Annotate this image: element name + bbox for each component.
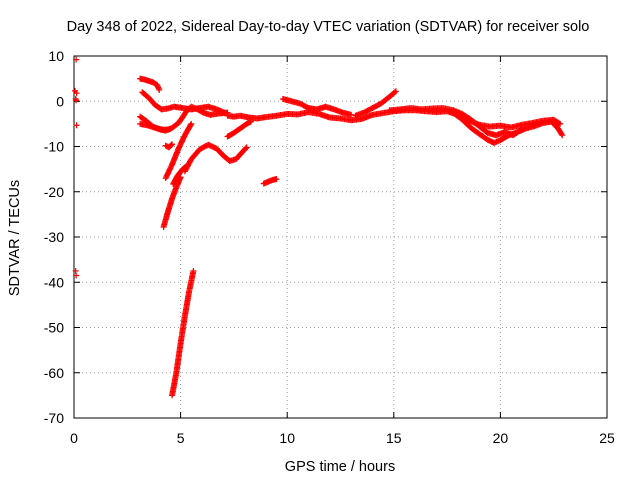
y-tick-label: -60 bbox=[44, 365, 64, 381]
data-points bbox=[72, 56, 566, 399]
x-tick-label: 20 bbox=[493, 430, 509, 446]
data-point bbox=[73, 122, 80, 129]
data-point bbox=[556, 120, 563, 127]
data-point bbox=[392, 88, 399, 95]
data-point bbox=[190, 267, 197, 274]
data-point bbox=[188, 120, 195, 127]
data-point bbox=[187, 122, 194, 129]
x-tick-label: 15 bbox=[386, 430, 402, 446]
data-point bbox=[156, 86, 163, 93]
data-point bbox=[182, 163, 189, 170]
y-tick-label: -20 bbox=[44, 184, 64, 200]
y-tick-label: -10 bbox=[44, 139, 64, 155]
data-point bbox=[177, 174, 184, 181]
y-tick-label: -30 bbox=[44, 229, 64, 245]
data-point bbox=[558, 131, 565, 138]
data-point bbox=[166, 126, 173, 133]
data-point bbox=[243, 144, 250, 151]
data-point bbox=[348, 111, 355, 118]
y-tick-label: -40 bbox=[44, 274, 64, 290]
x-tick-label: 0 bbox=[70, 430, 78, 446]
data-point bbox=[273, 176, 280, 183]
data-point bbox=[557, 120, 564, 127]
grid bbox=[74, 56, 607, 418]
y-tick-label: -50 bbox=[44, 320, 64, 336]
data-point bbox=[73, 90, 80, 97]
chart-title: Day 348 of 2022, Sidereal Day-to-day VTE… bbox=[67, 19, 590, 35]
data-point bbox=[73, 272, 80, 279]
data-point bbox=[247, 118, 254, 125]
data-point bbox=[169, 141, 176, 148]
y-tick-label: 10 bbox=[48, 48, 64, 64]
data-point bbox=[242, 145, 249, 152]
y-tick-label: 0 bbox=[56, 93, 64, 109]
x-axis-label: GPS time / hours bbox=[285, 459, 395, 475]
data-point bbox=[183, 162, 190, 169]
data-point bbox=[73, 97, 80, 104]
data-point bbox=[73, 56, 80, 63]
data-point bbox=[559, 132, 566, 139]
data-point bbox=[168, 142, 175, 149]
x-tick-label: 10 bbox=[279, 430, 295, 446]
x-tick-label: 5 bbox=[177, 430, 185, 446]
data-point bbox=[391, 89, 398, 96]
y-tick-label: -70 bbox=[44, 410, 64, 426]
y-axis-label: SDTVAR / TECUs bbox=[7, 180, 23, 296]
x-tick-label: 25 bbox=[599, 430, 615, 446]
axis-ticks: 0 5 10 15 20 25 10 0 -10 -20 -30 -40 -50 -60 -70 bbox=[44, 48, 615, 446]
